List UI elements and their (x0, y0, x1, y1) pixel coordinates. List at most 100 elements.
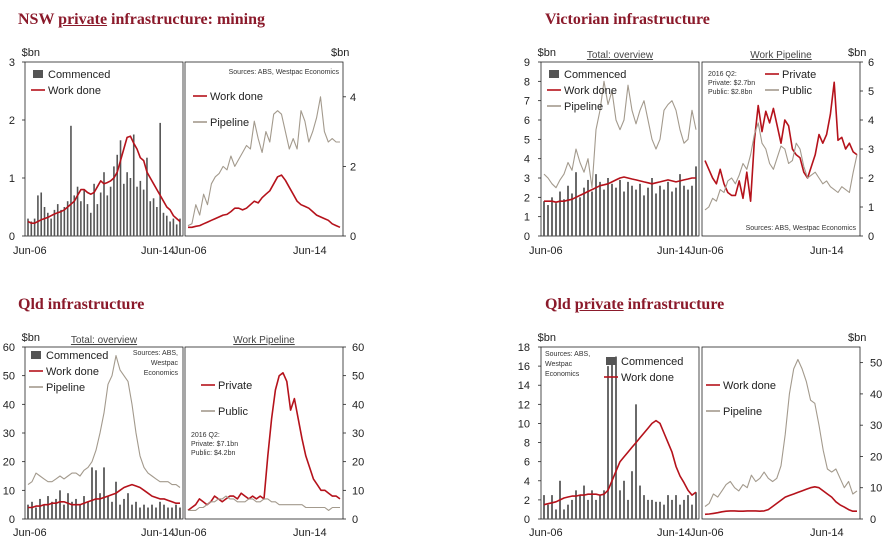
legend-label: Pipeline (564, 101, 603, 113)
note-text: Public: $2.8bn (708, 89, 752, 96)
chart-subtitle: Total: overview (71, 335, 138, 346)
bar-commenced (595, 174, 597, 236)
bar-commenced (127, 493, 129, 519)
bar-commenced (595, 499, 597, 519)
chart-frame (701, 346, 861, 520)
bar-commenced (91, 467, 93, 519)
panel-title-qld: Qld infrastructure (18, 296, 145, 313)
source-note: Sources: ABS, (133, 350, 178, 357)
bar-commenced (35, 507, 37, 519)
series-line-work-done (27, 135, 181, 224)
series-line-work-done (544, 176, 696, 203)
bar-commenced (603, 490, 605, 519)
bar-commenced (93, 183, 95, 236)
y-tick-label: 6 (868, 57, 874, 69)
bar-commenced (70, 125, 72, 236)
bar-commenced (659, 501, 661, 519)
bar-commenced (627, 181, 629, 236)
bar-commenced (116, 154, 119, 236)
bar-commenced (619, 490, 621, 519)
bar-commenced (106, 195, 109, 236)
x-tick-label: Jun-14 (810, 527, 844, 539)
bar-commenced (179, 507, 181, 519)
y-tick-label: 1 (868, 202, 874, 214)
bar-commenced (679, 174, 681, 236)
bar-commenced (123, 183, 125, 236)
bar-commenced (607, 366, 609, 519)
bar-commenced (615, 187, 617, 236)
bar-commenced (47, 212, 49, 236)
series-line-work-done (28, 483, 180, 509)
y-tick-label: 20 (870, 451, 882, 463)
bar-commenced (695, 492, 697, 519)
bar-commenced (80, 201, 82, 236)
y-tick-label: 60 (3, 342, 15, 354)
bar-commenced (67, 493, 69, 519)
source-note: Sources: ABS, Westpac Economics (229, 69, 340, 76)
legend-swatch-bar (606, 357, 616, 365)
y-tick-label: 7 (524, 96, 530, 108)
y-tick-label: 6 (524, 457, 530, 469)
y-tick-label: 50 (3, 371, 15, 383)
y-tick-label: 8 (524, 438, 530, 450)
bar-commenced (663, 189, 665, 236)
x-tick-label: Jun-14 (657, 527, 691, 539)
bar-commenced (155, 507, 157, 519)
y-tick-label: 2 (524, 192, 530, 204)
x-tick-label: Jun-06 (13, 527, 47, 539)
chart-subtitle: Work Pipeline (233, 335, 295, 346)
bar-commenced (71, 501, 73, 519)
bar-commenced (695, 166, 697, 236)
y-tick-label: 3 (524, 173, 530, 185)
y-tick-label: 16 (518, 361, 530, 373)
bar-commenced (555, 509, 557, 519)
unit-label: $bn (22, 332, 40, 344)
x-tick-label: Jun-14 (293, 527, 327, 539)
y-tick-label: 4 (524, 476, 530, 488)
bar-commenced (40, 192, 43, 236)
legend-label: Work done (564, 85, 617, 97)
bar-commenced (651, 178, 653, 236)
legend-label: Work done (723, 380, 776, 392)
bar-commenced (563, 199, 565, 236)
bar-commenced (591, 191, 593, 236)
bar-commenced (123, 498, 125, 519)
y-tick-label: 6 (524, 115, 530, 127)
legend-label: Work done (48, 85, 101, 97)
y-tick-label: 14 (518, 380, 530, 392)
y-tick-label: 10 (518, 418, 530, 430)
y-tick-label: 3 (9, 57, 15, 69)
bar-commenced (547, 205, 549, 236)
y-tick-label: 10 (352, 485, 364, 497)
bar-commenced (135, 501, 137, 519)
series-line-work-done (188, 174, 341, 229)
bar-commenced (55, 498, 57, 519)
bar-commenced (543, 201, 545, 236)
bar-commenced (579, 197, 581, 236)
bar-commenced (146, 157, 148, 236)
bar-commenced (53, 209, 56, 236)
note-text: 2016 Q2: (191, 432, 220, 439)
bar-commenced (599, 495, 601, 519)
note-text: Private: $7.1bn (191, 441, 238, 448)
bar-commenced (667, 495, 669, 519)
bar-commenced (39, 498, 41, 519)
y-tick-label: 2 (9, 115, 15, 127)
bar-commenced (547, 504, 549, 519)
bar-commenced (119, 140, 122, 236)
chart-frame (184, 61, 344, 237)
legend-label: Work done (621, 372, 674, 384)
y-tick-label: 4 (524, 154, 530, 166)
bar-commenced (563, 509, 565, 519)
bar-commenced (50, 218, 52, 236)
bar-commenced (156, 207, 158, 236)
bar-commenced (655, 193, 657, 236)
y-tick-label: 10 (3, 485, 15, 497)
bar-commenced (683, 499, 685, 519)
bar-commenced (75, 498, 77, 519)
bar-commenced (583, 187, 585, 236)
bar-commenced (76, 186, 79, 236)
legend-label: Pipeline (46, 382, 85, 394)
y-tick-label: 12 (518, 399, 530, 411)
